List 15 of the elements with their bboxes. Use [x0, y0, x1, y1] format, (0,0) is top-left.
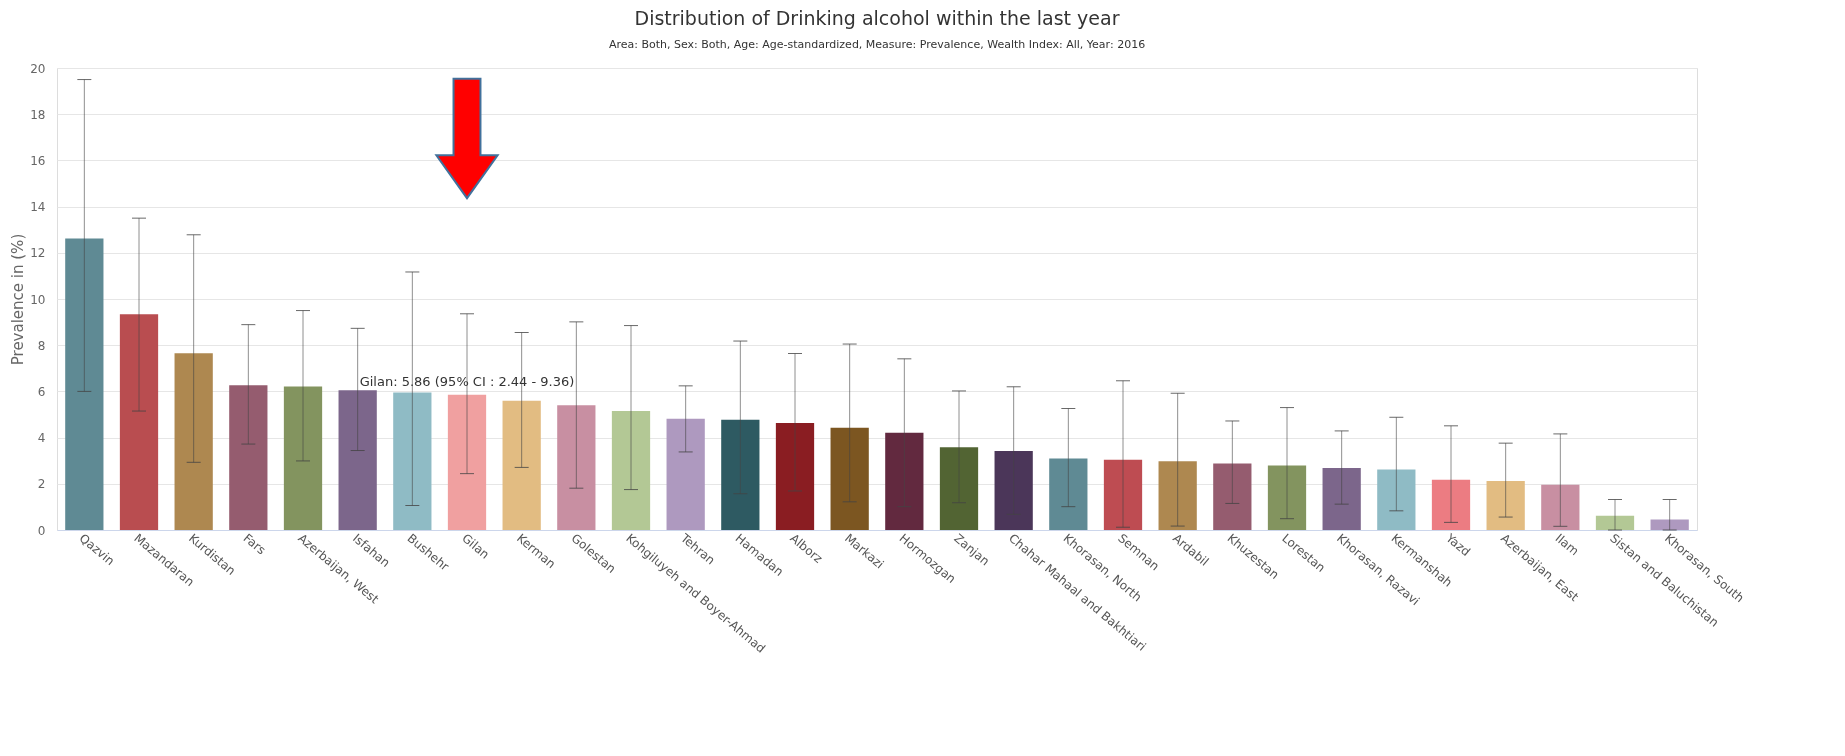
y-tick-label: 10 — [30, 292, 46, 307]
chart-subtitle: Area: Both, Sex: Both, Age: Age-standardized, Measure: Prevalence, Wealth Index: All, Year: 2016 — [608, 38, 1146, 51]
annotation: Gilan: 5.86 (95% CI : 2.44 - 9.36) — [359, 373, 575, 389]
y-tick-label: 12 — [30, 246, 46, 261]
y-tick-label: 16 — [30, 153, 46, 168]
y-tick-label: 4 — [37, 431, 46, 446]
chart-title: Distribution of Drinking alcohol within the last year — [634, 7, 1120, 29]
y-tick-label: 0 — [37, 523, 46, 538]
y-tick-label: 2 — [37, 477, 46, 492]
y-axis-title: Prevalence in (%) — [9, 233, 28, 366]
y-tick-label: 6 — [37, 384, 46, 399]
y-tick-label: 20 — [30, 61, 46, 76]
y-tick-label: 14 — [30, 200, 46, 215]
y-tick-label: 18 — [30, 107, 46, 122]
y-tick-label: 8 — [37, 338, 46, 353]
